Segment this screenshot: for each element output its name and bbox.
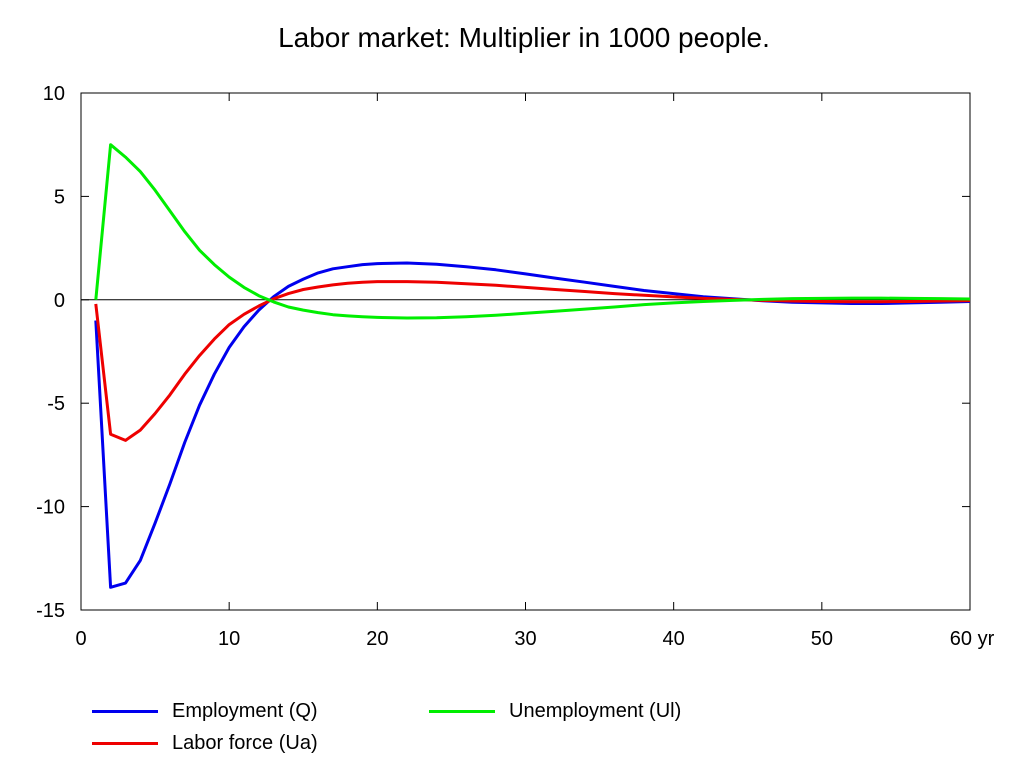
x-tick-label: 0 (75, 628, 86, 650)
x-tick-label: 60 yr (950, 628, 995, 650)
x-tick-label: 40 (663, 628, 685, 650)
x-tick-label: 50 (811, 628, 833, 650)
legend-item: Labor force (Ua) (92, 729, 318, 757)
chart-title: Labor market: Multiplier in 1000 people. (278, 22, 770, 53)
series-line-labor-force-ua (94, 280, 971, 442)
y-tick-label: 5 (54, 186, 65, 208)
series-line-unemployment-ul (94, 143, 971, 320)
x-tick-label: 20 (366, 628, 388, 650)
y-tick-label: -15 (36, 600, 65, 622)
legend: Employment (Q) Labor force (Ua) Unemployme… (92, 697, 792, 767)
legend-label: Employment (Q) (172, 699, 318, 722)
x-tick-label: 30 (514, 628, 536, 650)
legend-item: Unemployment (Ul) (429, 697, 681, 725)
y-tick-label: 10 (43, 83, 65, 105)
plot-frame (80, 92, 971, 611)
y-tick-label: 0 (54, 290, 65, 312)
legend-label: Unemployment (Ul) (509, 699, 682, 722)
legend-swatch (429, 709, 495, 713)
x-tick-label: 10 (218, 628, 240, 650)
legend-swatch (92, 709, 158, 713)
y-tick-label: -10 (36, 497, 65, 519)
legend-swatch (92, 741, 158, 745)
legend-item: Employment (Q) (92, 697, 318, 725)
legend-label: Labor force (Ua) (172, 731, 318, 754)
y-tick-label: -5 (47, 393, 65, 415)
